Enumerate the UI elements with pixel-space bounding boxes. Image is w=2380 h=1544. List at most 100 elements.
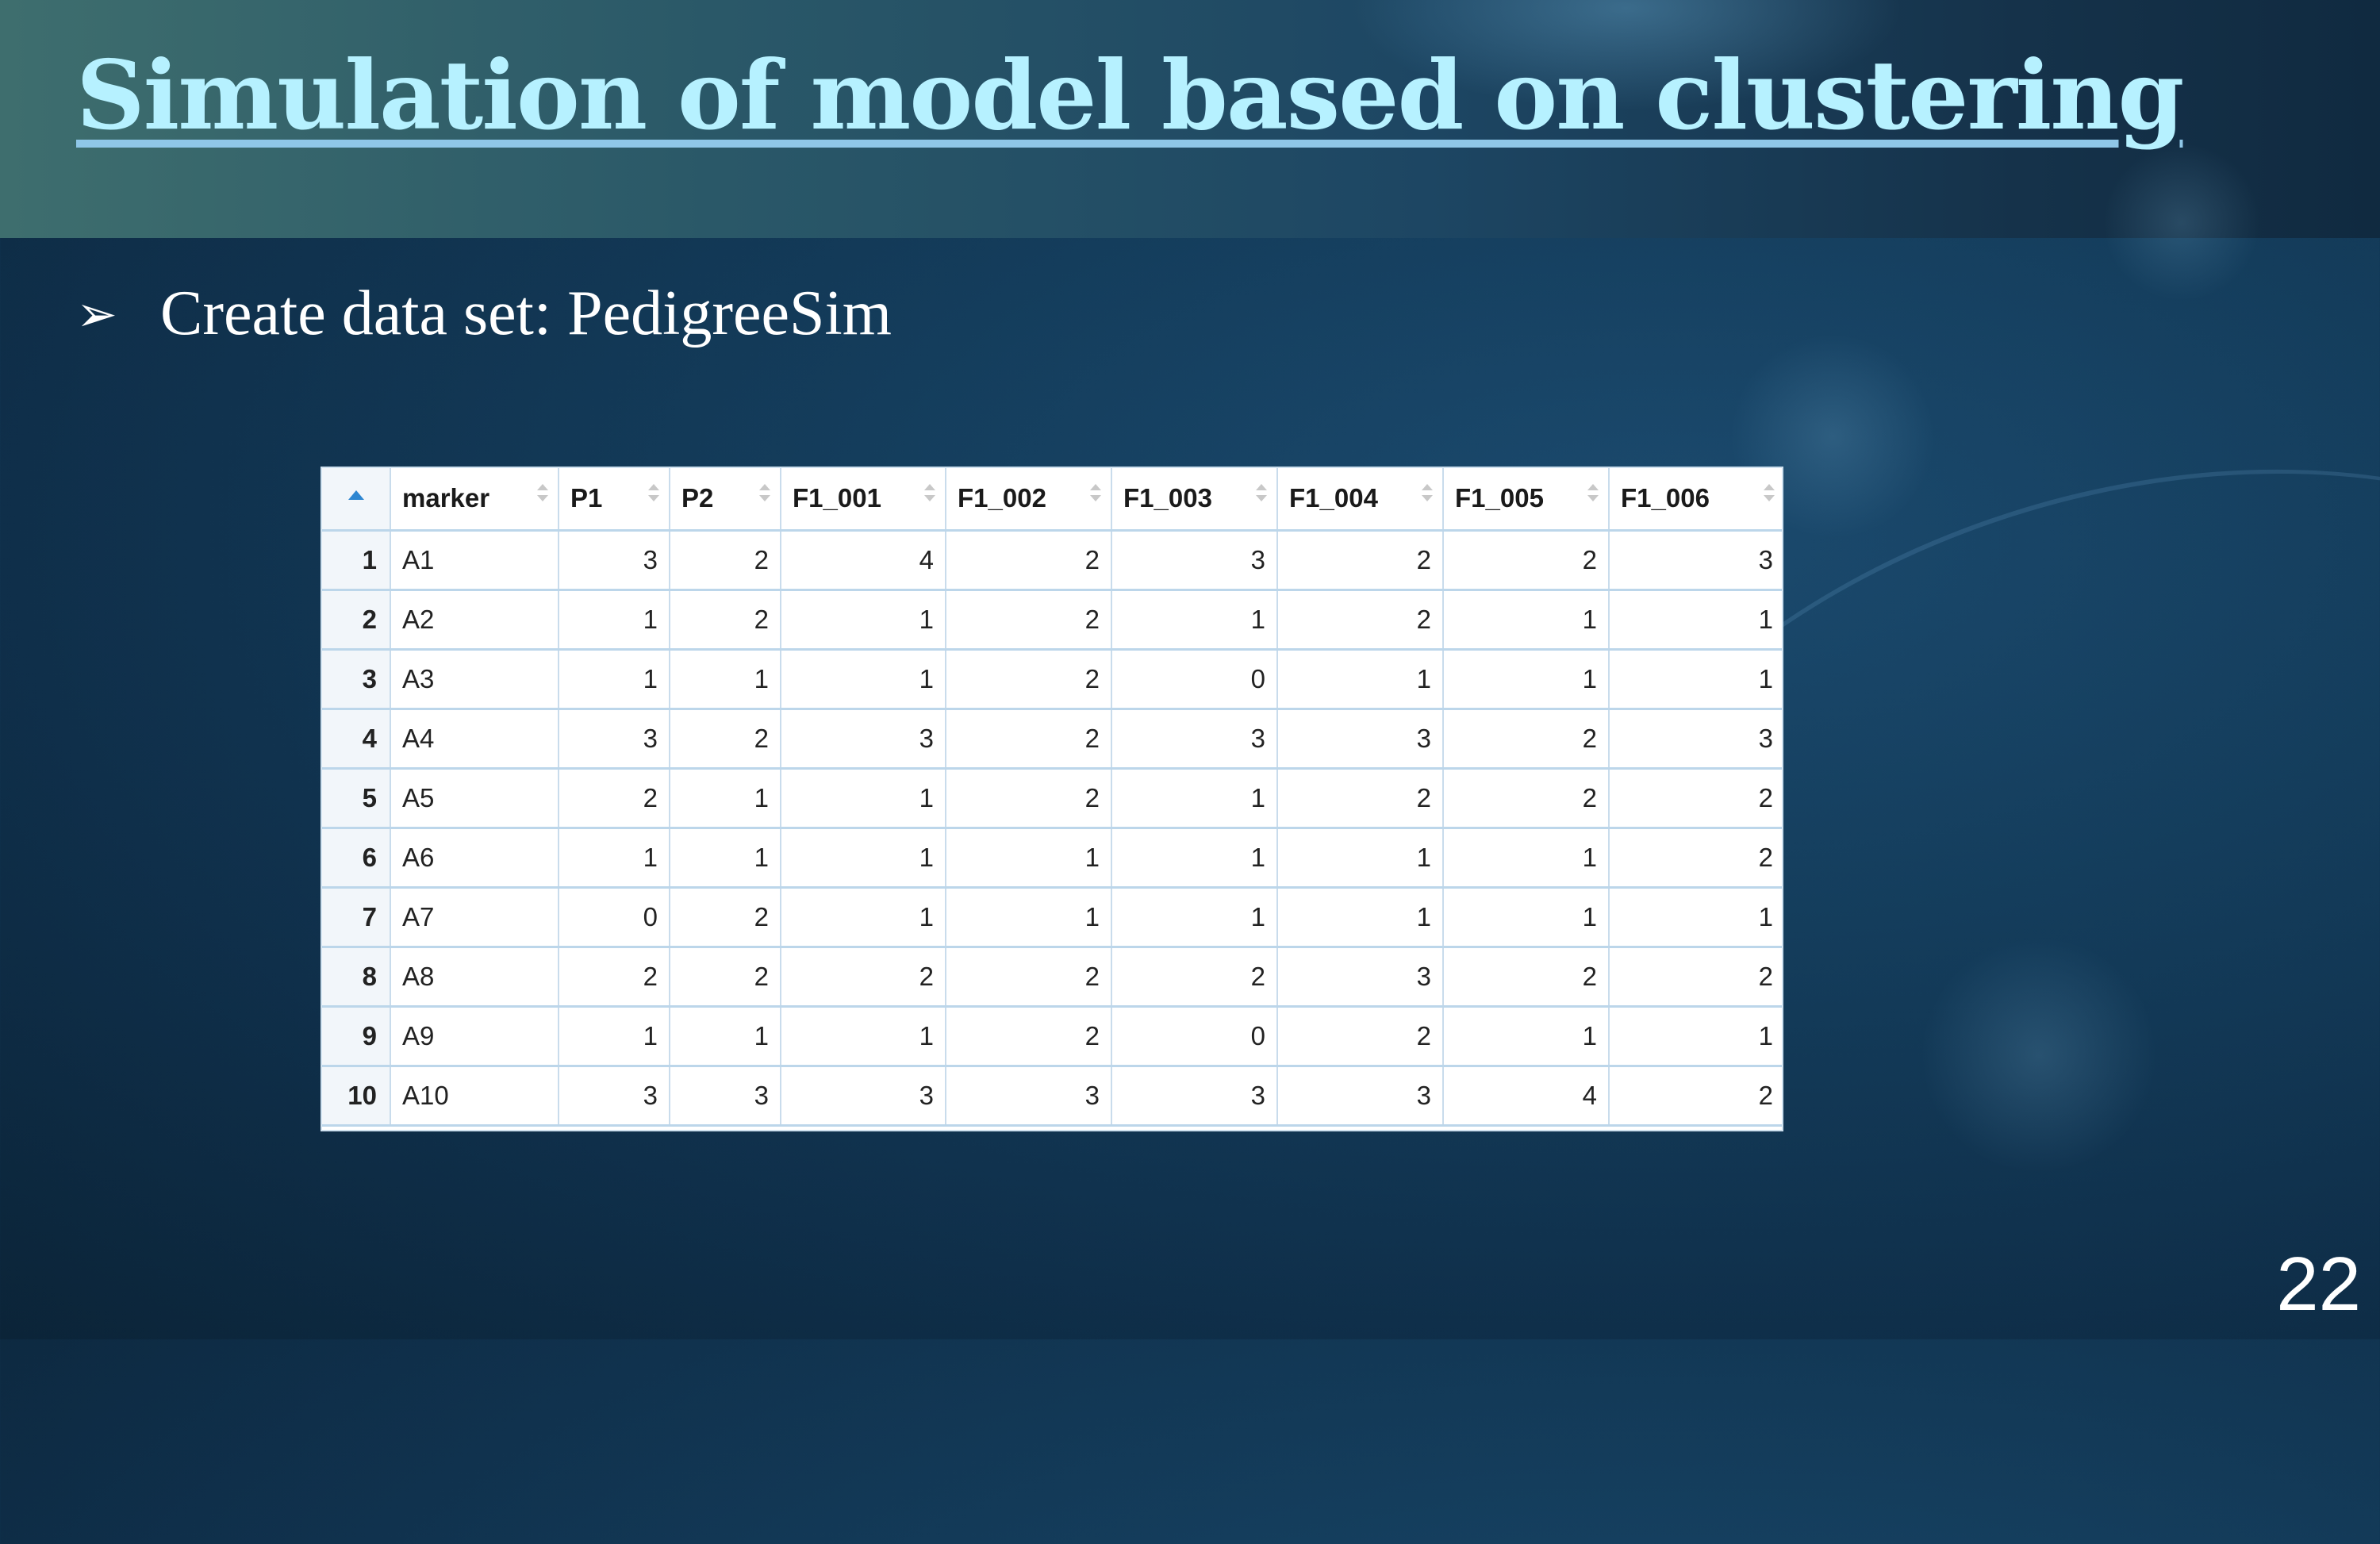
row-index: 5 [322,768,391,829]
table-cell: 1 [1277,649,1444,710]
table-cell: 3 [946,1066,1112,1127]
table-cell: 1 [1609,590,1782,651]
table-cell: 1 [1277,887,1444,948]
table-cell: 2 [559,768,670,829]
table-row: 5 A5 2 1 1 2 1 2 2 2 [322,768,1782,829]
column-header[interactable]: F1_002 [946,468,1112,532]
data-table: marker P1 P2 F1_001 F1_002 F1_003 F1_004… [322,468,1782,1127]
table-cell: 2 [946,649,1112,710]
column-header[interactable]: F1_003 [1111,468,1278,532]
sort-icon [1256,484,1267,508]
table-cell: 2 [946,590,1112,651]
row-index: 1 [322,530,391,591]
column-header[interactable]: P1 [559,468,670,532]
table-cell: 2 [1609,1066,1782,1127]
row-index: 6 [322,828,391,889]
table-cell: 3 [1111,1066,1278,1127]
sort-icon [1587,484,1599,508]
table-cell: 2 [781,947,946,1008]
table-header-row: marker P1 P2 F1_001 F1_002 F1_003 F1_004… [322,468,1782,532]
table-cell: 2 [946,768,1112,829]
column-header[interactable]: marker [390,468,559,532]
table-cell: 1 [1609,887,1782,948]
table-cell: 1 [1443,649,1610,710]
table-cell: 1 [781,590,946,651]
bullet-text: Create data set: PedigreeSim [160,278,892,348]
table-cell: 2 [946,1006,1112,1067]
table-cell: 2 [1111,947,1278,1008]
page-number: 22 [2276,1242,2361,1327]
table-cell: 2 [1277,1006,1444,1067]
bokeh-light [2102,143,2261,302]
row-index: 10 [322,1066,391,1127]
table-cell: 1 [946,887,1112,948]
table-cell: 2 [1277,768,1444,829]
table-cell: 1 [781,828,946,889]
table-row: 8 A8 2 2 2 2 2 3 2 2 [322,947,1782,1008]
table-cell: 3 [1277,947,1444,1008]
column-header[interactable]: F1_005 [1443,468,1610,532]
table-cell: 0 [1111,1006,1278,1067]
table-cell: 2 [946,530,1112,591]
arrowhead-bullet-icon: ➢ [76,285,117,343]
table-row: 6 A6 1 1 1 1 1 1 1 2 [322,828,1782,889]
table-cell: 1 [1111,768,1278,829]
table-cell: 1 [1111,828,1278,889]
sort-icon [1422,484,1433,508]
table-row: 9 A9 1 1 1 2 0 2 1 1 [322,1006,1782,1067]
table-row: 2 A2 1 2 1 2 1 2 1 1 [322,590,1782,651]
table-cell: 2 [1609,828,1782,889]
table-cell: 3 [559,530,670,591]
marker-cell: A9 [390,1006,559,1067]
table-cell: 1 [1111,590,1278,651]
table-row: 7 A7 0 2 1 1 1 1 1 1 [322,887,1782,948]
table-cell: 1 [670,1006,781,1067]
table-cell: 2 [946,709,1112,770]
table-row: 4 A4 3 2 3 2 3 3 2 3 [322,709,1782,770]
table-cell: 0 [559,887,670,948]
table-row: 10 A10 3 3 3 3 3 3 4 2 [322,1066,1782,1127]
table-cell: 1 [1443,590,1610,651]
table-cell: 2 [670,887,781,948]
table-cell: 2 [1277,530,1444,591]
table-row: 3 A3 1 1 1 2 0 1 1 1 [322,649,1782,710]
sort-icon [1090,484,1101,508]
sort-icon [1764,484,1775,508]
table-cell: 3 [559,709,670,770]
sort-icon [537,484,548,508]
marker-cell: A10 [390,1066,559,1127]
table-cell: 1 [781,887,946,948]
bullet-item: ➢ Create data set: PedigreeSim [76,278,892,350]
table-cell: 1 [670,649,781,710]
table-cell: 2 [1443,530,1610,591]
table-cell: 2 [946,947,1112,1008]
table-cell: 1 [559,649,670,710]
table-row: 1 A1 3 2 4 2 3 2 2 3 [322,530,1782,591]
table-cell: 3 [1609,530,1782,591]
table-cell: 3 [1609,709,1782,770]
bokeh-light [1920,936,2158,1174]
table-cell: 2 [1443,947,1610,1008]
sort-ascending-icon [347,490,364,500]
marker-cell: A6 [390,828,559,889]
table-cell: 1 [1443,828,1610,889]
table-cell: 1 [559,590,670,651]
table-cell: 3 [781,1066,946,1127]
table-cell: 1 [1609,1006,1782,1067]
slide-title: Simulation of model based on clustering [76,40,2184,152]
marker-cell: A4 [390,709,559,770]
table-cell: 1 [559,828,670,889]
sort-icon [648,484,659,508]
data-table-view: marker P1 P2 F1_001 F1_002 F1_003 F1_004… [321,467,1783,1131]
column-header[interactable]: P2 [670,468,781,532]
row-index: 7 [322,887,391,948]
table-cell: 1 [559,1006,670,1067]
column-header[interactable]: F1_004 [1277,468,1444,532]
column-header[interactable]: F1_006 [1609,468,1782,532]
table-cell: 1 [1609,649,1782,710]
column-header[interactable]: F1_001 [781,468,946,532]
marker-cell: A8 [390,947,559,1008]
marker-cell: A3 [390,649,559,710]
marker-cell: A2 [390,590,559,651]
row-index-header[interactable] [322,468,391,532]
